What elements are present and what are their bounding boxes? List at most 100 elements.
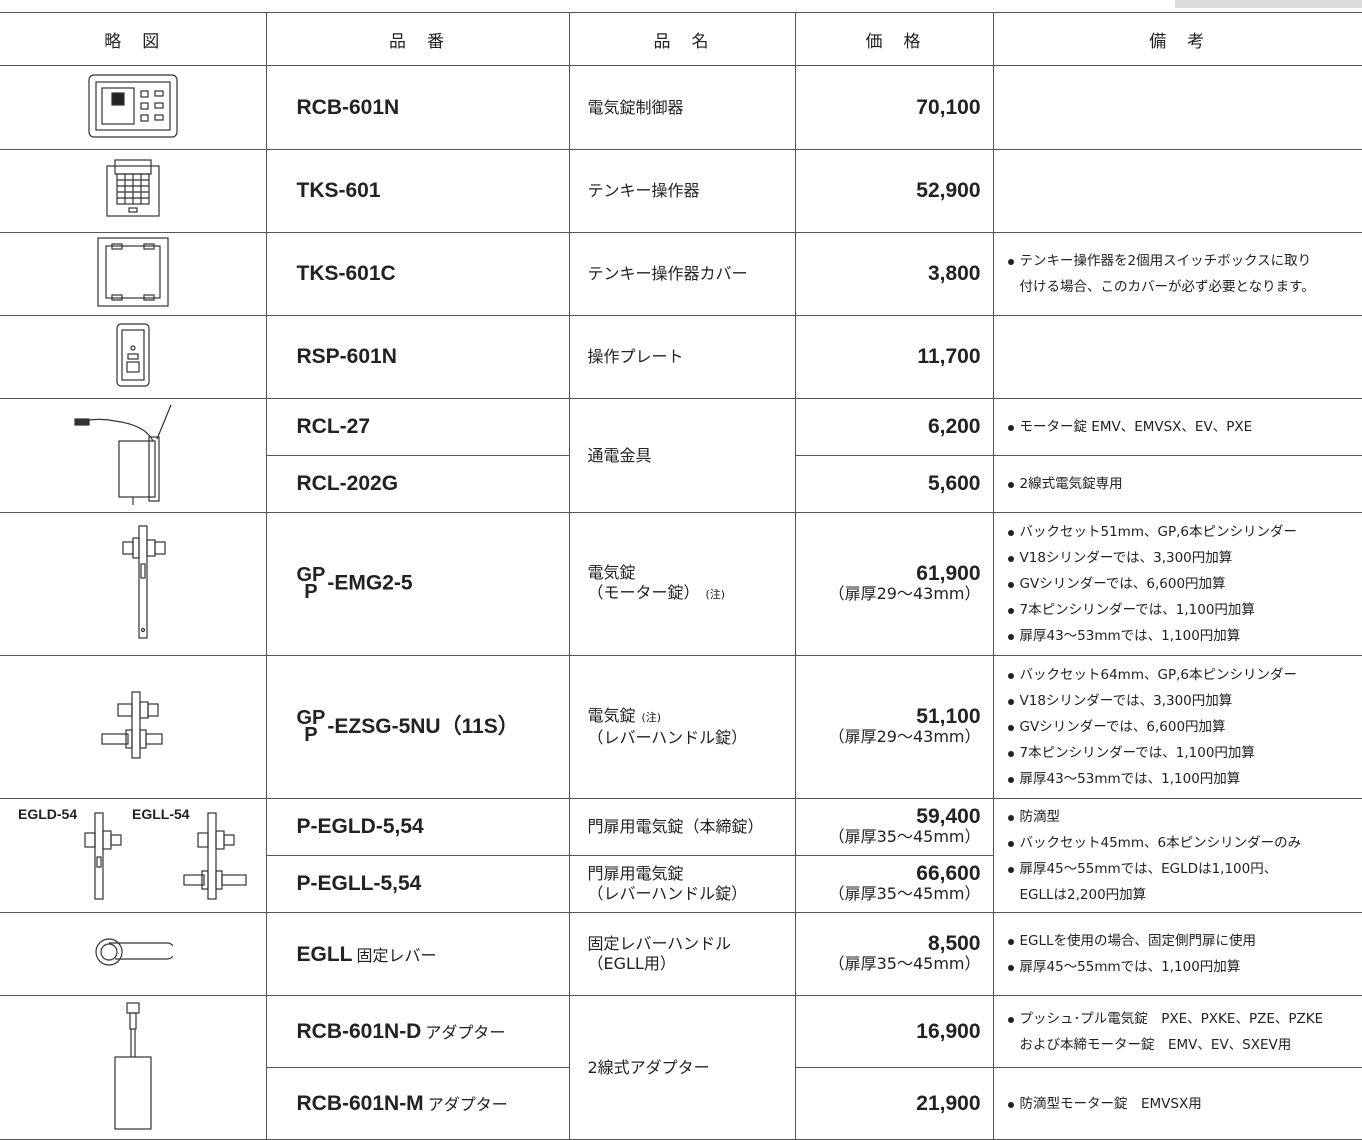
remark-line: 扉厚45～55mmでは、1,100円加算 (1020, 954, 1362, 980)
part-number: RCL-27 (297, 415, 371, 438)
table-cell: 電気錠（モーター錠） (注) (569, 513, 795, 656)
diagram-shape (184, 875, 204, 885)
table-cell: 16,900 (795, 996, 993, 1068)
diagram-shape (155, 115, 163, 120)
part-suffix: アダプター (428, 1095, 508, 1114)
remark-line: EGLLを使用の場合、固定側門扉に使用 (1020, 928, 1362, 954)
name-text: 通電金具 (588, 446, 652, 465)
table-cell: テンキー操作器 (569, 150, 795, 233)
price: 61,900 (796, 564, 981, 584)
part-number: -EZSG-5NU（11S） (327, 715, 518, 738)
table-cell: 21,900 (795, 1068, 993, 1140)
remark-item: 防滴型 (1006, 804, 1362, 830)
part-number: TKS-601C (297, 262, 396, 285)
part-number: RCB-601N-D (297, 1020, 422, 1043)
name-text: テンキー操作器 (588, 181, 700, 200)
table-cell (0, 399, 266, 513)
door-thickness: （扉厚35～45mm） (796, 827, 981, 847)
name-text: 門扉用電気錠 (588, 864, 684, 883)
remark-item: 7本ピンシリンダーでは、1,100円加算 (1006, 597, 1362, 623)
diagram-shape (141, 91, 148, 97)
diagram-shape (202, 871, 208, 889)
table-cell: モーター錠 EMV、EMVSX、EV、PXE (993, 399, 1362, 456)
remark-item: 扉厚43～53mmでは、1,100円加算 (1006, 623, 1362, 649)
part-number: P-EGLL-5,54 (297, 872, 422, 895)
remark-line: バックセット45mm、6本ピンシリンダーのみ (1020, 830, 1362, 856)
part-suffix: 固定レバー (357, 946, 437, 965)
part-number: -EMG2-5 (327, 572, 412, 595)
diagram-shape (155, 91, 163, 96)
diagram-shape (129, 208, 137, 212)
name-text: 電気錠制御器 (588, 98, 684, 117)
name-note: (注) (706, 588, 726, 601)
name-line: （レバーハンドル錠） (588, 884, 795, 904)
diagram-shape (141, 115, 148, 121)
diagram-shape (101, 944, 117, 960)
remark-item: V18シリンダーでは、3,300円加算 (1006, 545, 1362, 571)
table-cell (0, 996, 266, 1140)
name-line: テンキー操作器 (588, 181, 795, 201)
remark-line: プッシュ･プル電気錠 PXE、PXKE、PZE、PZKE (1020, 1006, 1362, 1032)
header-cell: 価 格 (795, 13, 993, 66)
remark-item: バックセット51mm、GP,6本ピンシリンダー (1006, 519, 1362, 545)
table-cell (0, 316, 266, 399)
name-line: 門扉用電気錠 (588, 864, 795, 884)
name-line: （モーター錠） (注) (588, 583, 795, 605)
table-cell (0, 233, 266, 316)
header-cell: 品 番 (266, 13, 569, 66)
remark-item: 2線式電気錠専用 (1006, 471, 1362, 497)
name-text: 電気錠 (588, 563, 636, 582)
part-number: TKS-601 (297, 179, 381, 202)
table-cell: 防滴型バックセット45mm、6本ピンシリンダーのみ扉厚45～55mmでは、EGL… (993, 799, 1362, 913)
diagram (88, 690, 178, 760)
table-cell: 操作プレート (569, 316, 795, 399)
diagram-shape (112, 93, 124, 105)
name-line: 電気錠(注) (588, 706, 795, 728)
remark-item: バックセット64mm、GP,6本ピンシリンダー (1006, 662, 1362, 688)
diagram-shape (157, 405, 171, 439)
price: 11,700 (796, 347, 981, 367)
diagram-shape (155, 542, 165, 554)
door-thickness: （扉厚29～43mm） (796, 584, 981, 604)
name-text: （モーター錠） (588, 583, 700, 602)
diagram-shape (98, 238, 168, 306)
diagram (93, 935, 173, 969)
diagram-shape (141, 629, 144, 632)
remark-line: 防滴型 (1020, 804, 1362, 830)
diagram-shape (216, 871, 222, 889)
name-line: 電気錠制御器 (588, 98, 795, 118)
table-cell: 電気錠(注)（レバーハンドル錠） (569, 656, 795, 799)
name-line: 操作プレート (588, 347, 795, 367)
remark-item: 防滴型モーター錠 EMVSX用 (1006, 1091, 1362, 1117)
remark-line: 7本ピンシリンダーでは、1,100円加算 (1020, 597, 1362, 623)
table-cell: 門扉用電気錠（レバーハンドル錠） (569, 856, 795, 913)
name-text: 固定レバーハンドル (588, 934, 732, 953)
diagram (105, 158, 161, 220)
door-thickness: （扉厚35～45mm） (796, 884, 981, 904)
part-number: P-EGLD-5,54 (297, 815, 424, 838)
remark-item: 扉厚45～55mmでは、EGLDは1,100円、EGLLは2,200円加算 (1006, 856, 1362, 908)
table-cell: 6,200 (795, 399, 993, 456)
table-cell: RCB-601N (266, 66, 569, 150)
remark-line: GVシリンダーでは、6,600円加算 (1020, 714, 1362, 740)
diagram-shape (106, 246, 160, 298)
table-cell (0, 150, 266, 233)
diagram-shape (149, 437, 159, 501)
table-cell (0, 66, 266, 150)
table-cell (993, 316, 1362, 399)
diagram-shape (148, 704, 158, 716)
diagram-shape (115, 1057, 151, 1129)
part-number: RSP-601N (297, 345, 397, 368)
